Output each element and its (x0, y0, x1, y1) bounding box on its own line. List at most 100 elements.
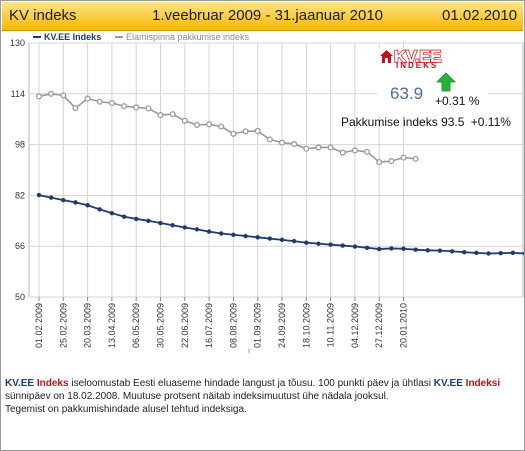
series2-point (254, 127, 261, 134)
brand-indeks: Indeks (36, 378, 69, 389)
y-tick-label: 130 (10, 38, 25, 48)
series1-point (437, 248, 443, 253)
series2-point (60, 92, 67, 99)
y-tick-label: 50 (15, 292, 25, 302)
series1-point (61, 197, 66, 203)
series2-point (108, 99, 115, 107)
series2-point (121, 103, 128, 110)
series1-point (134, 216, 139, 222)
series1-point (413, 247, 418, 252)
x-tick-label: 24.09.2009 (277, 303, 287, 348)
x-tick-label: 13.04.2009 (107, 303, 117, 348)
x-tick-label: 22.06.2009 (180, 303, 190, 348)
brand2-kv: KV.EE (433, 378, 463, 389)
arrow-up-icon (436, 72, 456, 92)
series1-point (328, 242, 333, 247)
x-tick-label: 20.03.2009 (83, 303, 93, 348)
series2-point (35, 93, 43, 100)
series2-point (303, 145, 310, 152)
x-tick-label: 18.10.2009 (301, 303, 311, 348)
index-value: 63.9 (390, 84, 424, 103)
series1-point (194, 227, 200, 232)
series1-point (340, 243, 345, 248)
x-tick-label: 16.07.2009 (204, 303, 214, 348)
series2-point (242, 128, 249, 135)
desc-text-2: sünnipäev on 18.02.2008. Muutuse protsen… (5, 391, 389, 402)
series1-point (219, 231, 224, 236)
series1-point (109, 210, 115, 216)
series1-point (401, 246, 406, 251)
series1-point (182, 225, 187, 230)
series1-point (474, 250, 479, 256)
x-tick-label: 06.05.2009 (131, 303, 141, 348)
series2-point (157, 112, 164, 119)
series1-point (36, 192, 42, 198)
series1-point (279, 237, 285, 243)
x-tick-label: 30.05.2009 (156, 303, 166, 348)
series1-point (73, 200, 78, 205)
series1-point (85, 203, 90, 208)
series1-point (121, 214, 127, 219)
y-tick-label: 98 (15, 140, 25, 150)
series1-point (48, 195, 54, 200)
series1-point (522, 251, 524, 256)
series2-point (84, 95, 91, 102)
series2-point (339, 149, 346, 156)
series1-point (364, 245, 370, 250)
pakkumise-value: 93.5 (441, 115, 465, 129)
series2-point (363, 148, 371, 155)
brand2-indeksi: Indeksi (465, 378, 501, 389)
series1-point (206, 229, 212, 234)
kv-ee-logo: KV.EE INDEKS (380, 46, 448, 70)
series2-point (266, 136, 273, 143)
series2-point (388, 158, 395, 165)
series2-point (206, 121, 213, 128)
series1-point (255, 235, 260, 240)
series1-point (462, 250, 467, 255)
desc-text-1: iseloomustab Eesti eluaseme hindade lang… (68, 378, 434, 389)
header-date-range: 1.veebruar 2009 - 31.jaanuar 2010 (152, 7, 384, 24)
x-tick-label: 01.02.2009 (34, 303, 44, 348)
series1-point (170, 223, 175, 228)
series1-point (243, 233, 248, 239)
chart-series (35, 90, 524, 256)
series2-point (412, 155, 419, 162)
series1-point (352, 244, 358, 249)
series2-point (133, 104, 140, 111)
series2-point (181, 117, 188, 124)
x-tick-label: 01.09.2009 (253, 303, 263, 348)
series1-point (377, 246, 382, 252)
series2-point (193, 121, 201, 128)
y-tick-label: 66 (15, 241, 25, 251)
series2-point (218, 123, 225, 130)
series1-point (316, 241, 321, 246)
series2-point (48, 90, 55, 97)
series1-point (146, 218, 151, 223)
desc-text-3: Tegemist on pakkumishindade alusel tehtu… (5, 404, 247, 415)
series1-point (267, 236, 273, 241)
series1-point (498, 250, 503, 256)
series2-point (230, 130, 237, 137)
series1-point (158, 220, 163, 226)
index-change: +0.31 % (435, 94, 480, 108)
series1-point (486, 251, 491, 256)
chart-legend: KV.EE Indeks Elamispinna pakkumise indeks (33, 32, 250, 42)
series2-point (327, 144, 334, 151)
kv-index-logo-panel: KV.EE INDEKS 63.9 +0.31 % (377, 46, 488, 116)
x-tick-label: 08.08.2009 (228, 303, 238, 348)
series2-point (145, 105, 152, 112)
series1-point (510, 250, 516, 256)
header-title: KV indeks (9, 7, 77, 24)
x-tick-label: 25.02.2009 (58, 303, 68, 348)
series2-point (315, 144, 322, 151)
series1-point (449, 249, 455, 254)
header-date: 01.02.2010 (442, 7, 518, 24)
chart-gridlines (28, 42, 524, 298)
series2-point (400, 154, 407, 161)
header-bar: KV indeks 1.veebruar 2009 - 31.jaanuar 2… (2, 2, 523, 31)
series2-point (376, 159, 383, 166)
legend-label: Elamispinna pakkumise indeks (126, 32, 250, 42)
series2-point (291, 140, 298, 148)
series1-point (231, 232, 236, 237)
series1-point (291, 238, 297, 244)
